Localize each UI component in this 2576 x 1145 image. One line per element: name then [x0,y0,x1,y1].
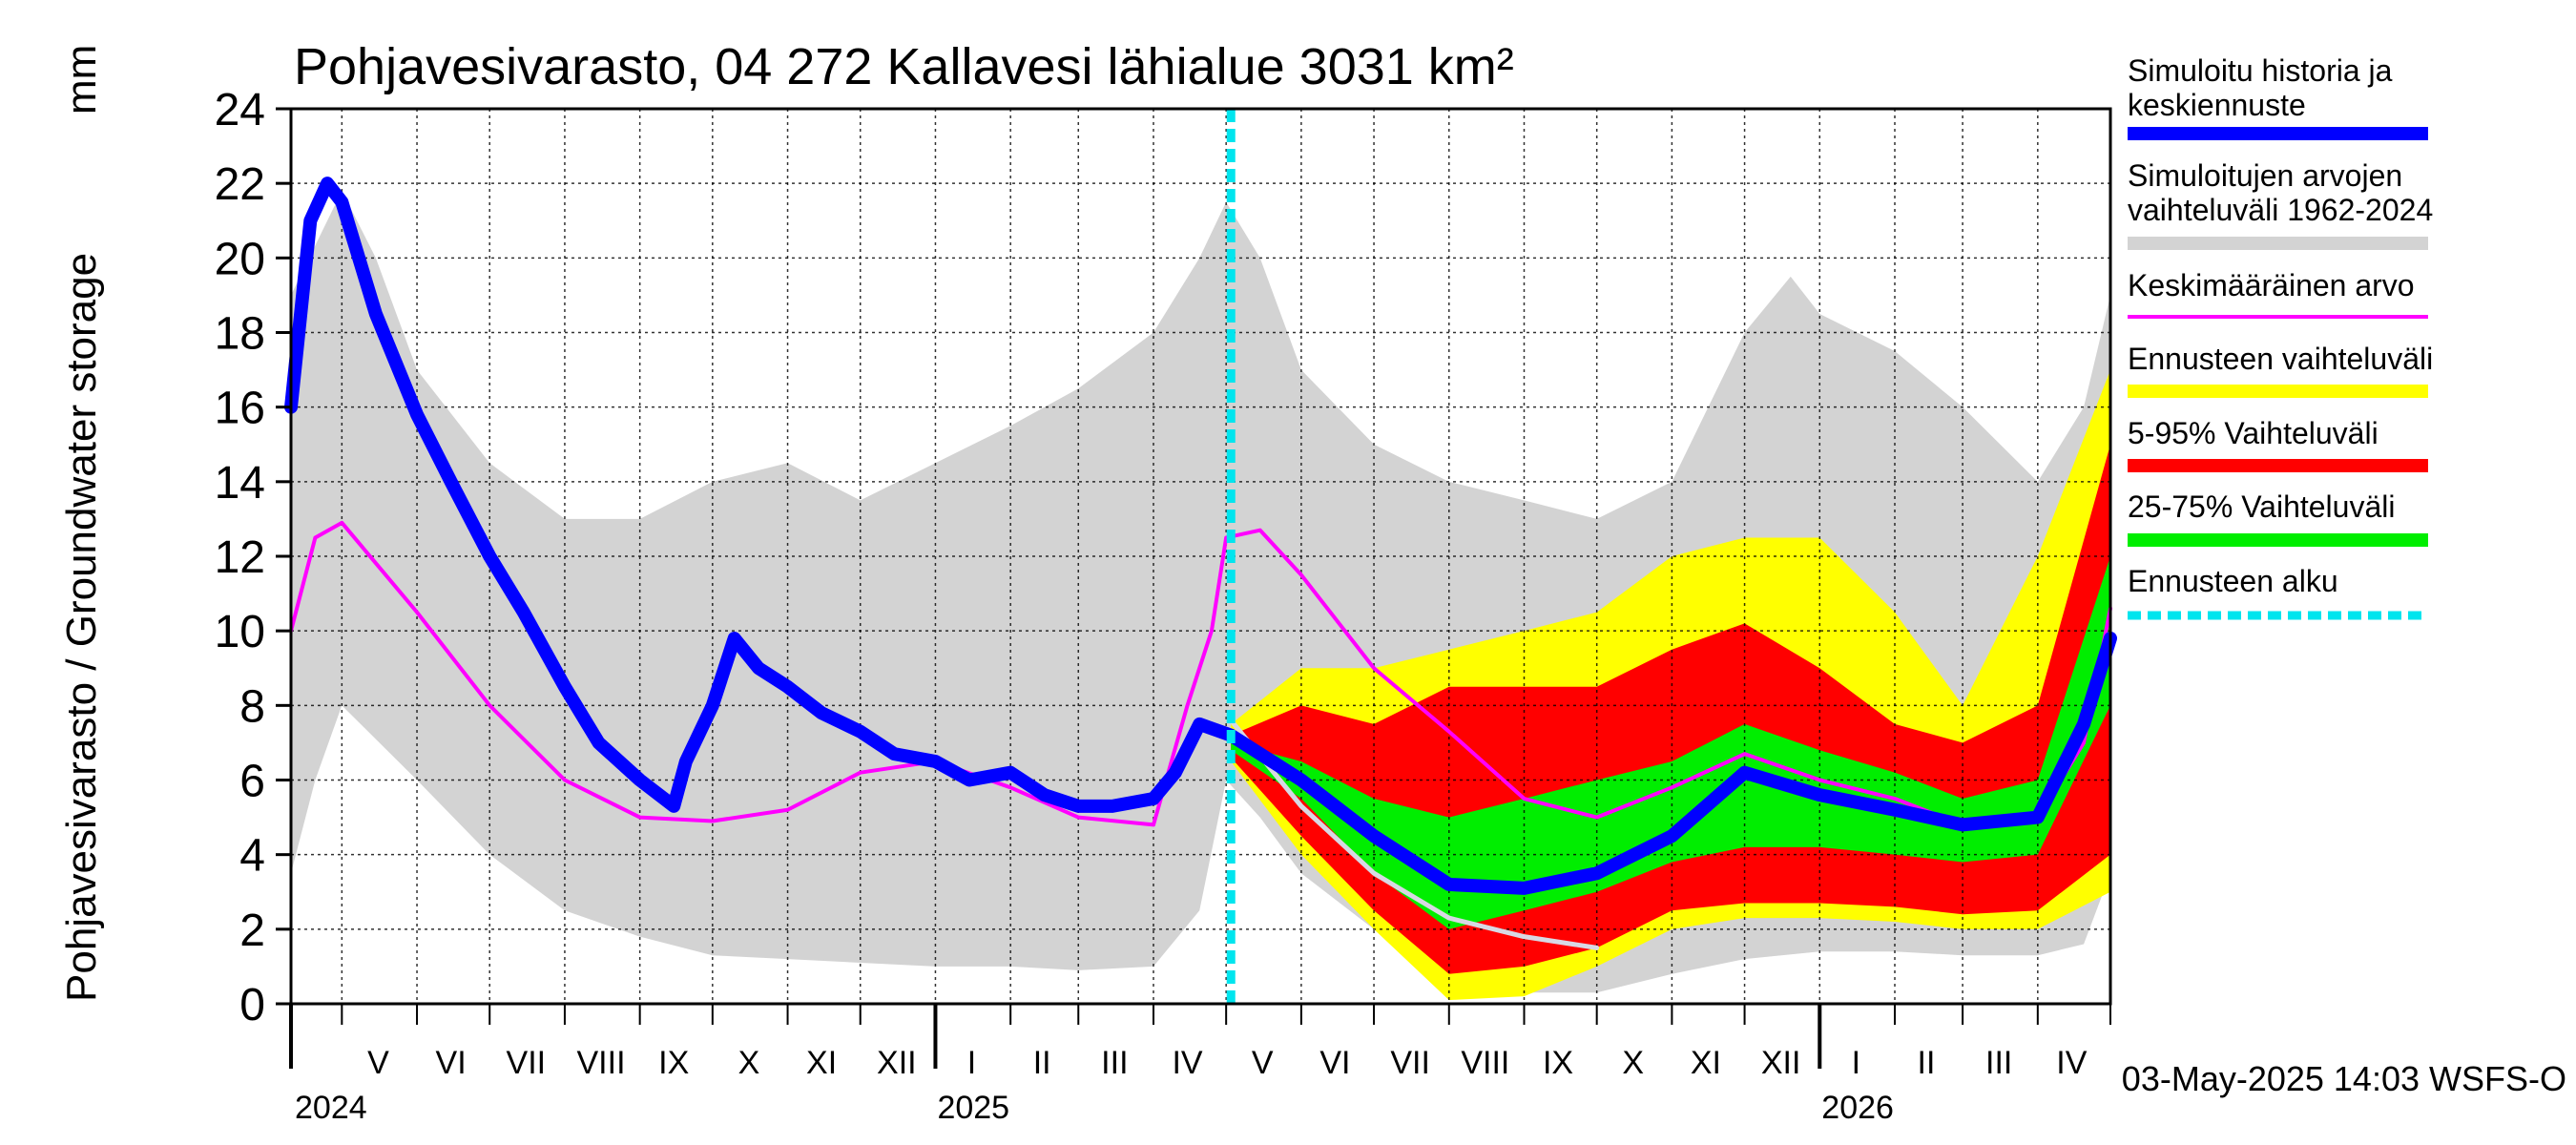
x-month-label: XII [1761,1045,1801,1081]
y-tick-label: 10 [215,607,265,657]
y-tick-label: 6 [239,757,265,807]
legend-label: Simuloitu historia ja keskiennuste [2128,53,2393,122]
legend-label: Ennusteen alku [2128,564,2338,598]
y-tick-label: 8 [239,681,265,732]
x-month-label: X [1622,1045,1644,1081]
legend-label: 5-95% Vaihteluväli [2128,416,2379,450]
series-line-4 [289,520,2112,827]
x-month-label: X [738,1045,760,1081]
x-year-label: 2025 [937,1090,1009,1126]
x-month-label: VI [436,1045,467,1081]
y-tick-label: 2 [239,906,265,956]
x-month-label: II [1033,1045,1051,1081]
x-month-label: I [1852,1045,1860,1081]
y-tick-label: 14 [215,458,265,509]
x-month-label: XI [806,1045,837,1081]
y-axis-unit: mm [58,45,105,114]
x-month-label: VII [1390,1045,1430,1081]
legend-label: Keskimääräinen arvo [2128,268,2415,302]
y-tick-label: 12 [215,532,265,583]
x-month-label: I [967,1045,976,1081]
y-tick-label: 20 [215,234,265,284]
series-line-6 [284,177,2117,895]
x-month-label: IV [1172,1045,1202,1081]
y-tick-label: 24 [215,85,265,135]
x-month-label: IX [1543,1045,1573,1081]
y-axis-label: Pohjavesivarasto / Groundwater storage [58,253,105,1002]
x-year-label: 2024 [295,1090,367,1126]
y-tick-label: 16 [215,384,265,434]
legend-label: 25-75% Vaihteluväli [2128,489,2395,524]
x-month-label: XII [877,1045,917,1081]
y-tick-label: 0 [239,980,265,1030]
y-tick-label: 22 [215,159,265,210]
footer-timestamp: 03-May-2025 14:03 WSFS-O [2122,1059,2566,1098]
x-month-label: VIII [577,1045,626,1081]
x-month-label: V [367,1045,389,1081]
series-band-3 [1231,556,2110,929]
x-year-label: 2026 [1821,1090,1894,1126]
x-month-label: III [1101,1045,1128,1081]
y-tick-label: 18 [215,309,265,360]
x-month-label: II [1918,1045,1936,1081]
x-month-label: IX [658,1045,689,1081]
x-month-label: IV [2056,1045,2087,1081]
x-month-label: V [1252,1045,1274,1081]
x-month-label: III [1985,1045,2012,1081]
legend: Simuloitu historia ja keskiennuste Simuloi… [2128,53,2433,620]
legend-label: Ennusteen vaihteluväli [2128,342,2433,376]
series-line-5 [1228,718,1600,950]
x-month-label: VIII [1461,1045,1509,1081]
legend-label: Simuloitujen arvojen vaihteluväli 1962-20… [2128,158,2433,227]
y-tick-label: 4 [239,831,265,882]
x-month-label: VI [1319,1045,1350,1081]
chart-title: Pohjavesivarasto, 04 272 Kallavesi lähia… [294,38,1514,95]
x-month-label: XI [1691,1045,1721,1081]
x-month-label: VII [507,1045,547,1081]
